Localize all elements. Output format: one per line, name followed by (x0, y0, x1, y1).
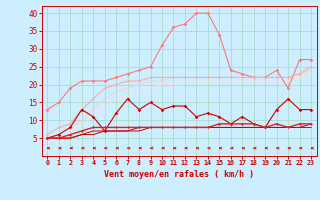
X-axis label: Vent moyen/en rafales ( km/h ): Vent moyen/en rafales ( km/h ) (104, 170, 254, 179)
